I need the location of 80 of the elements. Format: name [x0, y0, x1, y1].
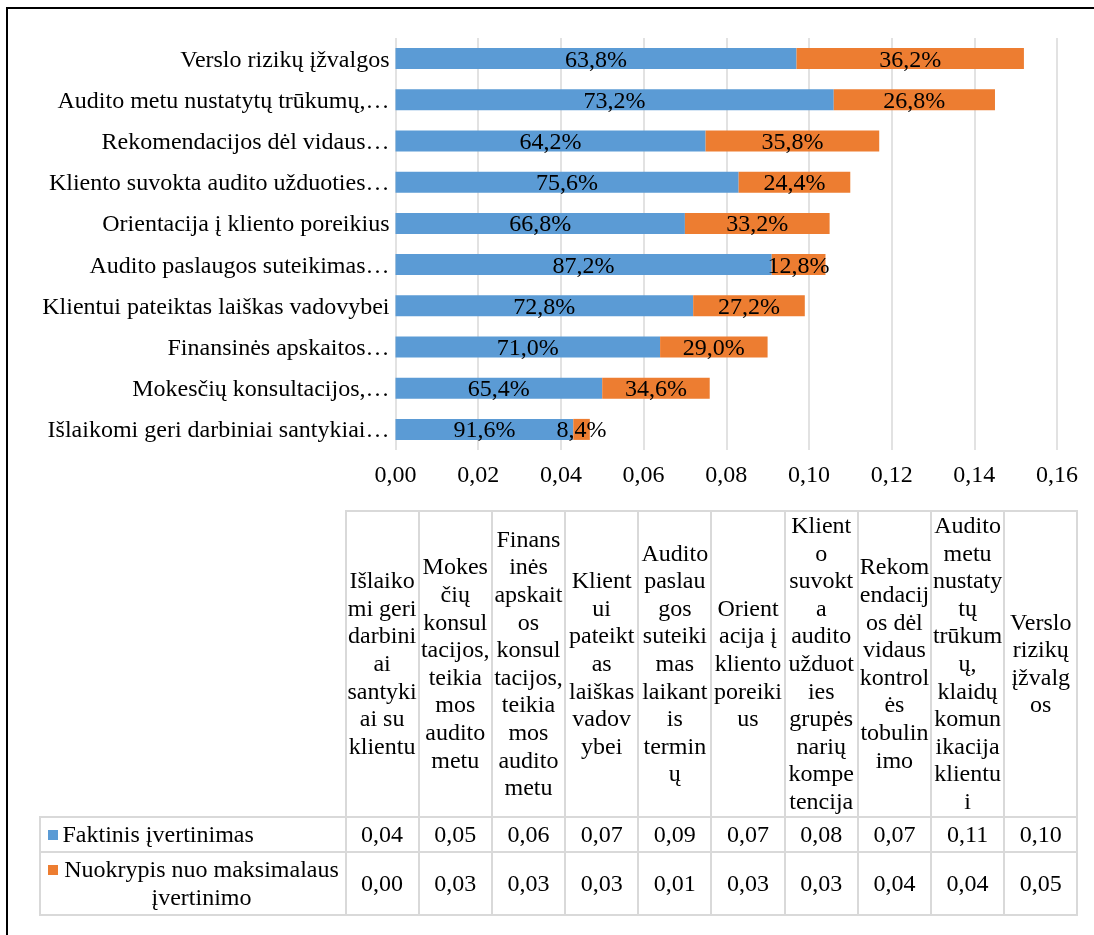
annotation: 87,2% [552, 251, 615, 278]
data-label: 0,03 [491, 852, 566, 916]
x-tick-label: 0,00 [374, 461, 417, 487]
bar [395, 130, 706, 152]
annotation: 29,0% [682, 334, 745, 360]
data-label: 0,03 [784, 852, 858, 916]
data-label: 0,03 [711, 852, 785, 916]
category-label: Finansinės apskaitos konsultacijos, teikiamos audito metu [494, 525, 563, 801]
data-label: 0,00 [345, 852, 419, 916]
annotation: 26,8% [883, 86, 946, 113]
y-tick-label: Faktinis įvertinimas [62, 820, 254, 849]
bar [395, 295, 694, 317]
bar [705, 130, 880, 152]
bar [796, 48, 1024, 70]
bar [395, 89, 834, 111]
annotation: 73,2% [583, 86, 646, 113]
y-tick-label: Rekomendacijos dėl vidaus… [101, 128, 390, 154]
y-tick-label: Orientacija į kliento poreikius [102, 210, 390, 237]
x-tick-label: 0,04 [539, 461, 582, 487]
data-label: 0,06 [491, 816, 566, 853]
bar [395, 48, 797, 70]
annotation: 33,2% [726, 210, 789, 237]
category-label: Audito metu nustatytų trūkumų, klaidų komunikacija klientui [932, 512, 1003, 814]
data-label: 0,08 [784, 816, 858, 853]
data-label: 0,01 [638, 852, 712, 916]
annotation: 34,6% [624, 375, 687, 402]
y-tick-label: Finansinės apskaitos… [167, 334, 390, 360]
y-tick-label: Kliento suvokta audito užduoties… [48, 169, 390, 196]
x-tick-label: Klientui pateiktas laiškas vadovybei [568, 567, 636, 761]
bar [395, 212, 685, 234]
annotation: 71,0% [496, 334, 559, 360]
annotation: 8,4% [556, 416, 607, 443]
data-label: 0,09 [638, 816, 712, 853]
x-tick-label: Verslo rizikų įžvalgos [1009, 608, 1073, 719]
annotation: 66,8% [509, 210, 572, 237]
category-label: Kliento suvokta audito užduoties grupės narių kompetencija [788, 512, 854, 814]
y-tick-label: Audito paslaugos suteikimas… [89, 251, 390, 278]
y-tick-label: Nuokrypis nuo maksimalaus įvertinimo [63, 856, 340, 912]
annotation: 72,8% [513, 292, 576, 319]
x-tick-label: 0,10 [787, 461, 830, 487]
bar [395, 171, 739, 193]
y-tick-label: Išlaikomi geri darbiniai santykiai… [47, 416, 390, 443]
data-label: 0,07 [857, 816, 931, 853]
annotation: 27,2% [717, 292, 780, 319]
data-label: 0,04 [857, 852, 931, 916]
bar [395, 377, 603, 399]
data-label: 0,07 [565, 816, 639, 853]
data-label: 0,10 [1004, 816, 1078, 853]
data-label: 0,03 [418, 852, 492, 916]
x-tick-label: Mokesčių konsultacijos, teikiamos audito metu [420, 553, 491, 775]
x-tick-label: 0,08 [705, 461, 748, 487]
annotation: 24,4% [763, 169, 826, 196]
data-label: 0,07 [711, 816, 785, 853]
x-tick-label: 0,12 [870, 461, 913, 487]
category-label: Audito paslaugos suteikimas laikantis terminų [641, 539, 709, 787]
x-tick-label: 0,14 [953, 461, 996, 487]
data-label: 0,11 [931, 816, 1005, 853]
annotation: 75,6% [536, 169, 599, 196]
bar [395, 336, 661, 358]
y-tick-label: Klientui pateiktas laiškas vadovybei [42, 292, 390, 319]
annotation: 91,6% [453, 416, 516, 443]
data-label: 0,05 [1004, 852, 1078, 916]
x-tick-label: 0,16 [1036, 461, 1078, 487]
annotation: 64,2% [519, 128, 582, 154]
x-tick-label: Orientacija į kliento poreikius [713, 594, 783, 733]
data-label: 0,04 [931, 852, 1005, 916]
data-label: 0,03 [565, 852, 639, 916]
annotation: 63,8% [565, 45, 628, 72]
y-tick-label: Mokesčių konsultacijos,… [132, 375, 390, 402]
annotation: 35,8% [761, 128, 824, 154]
data-label: 0,05 [418, 816, 492, 853]
x-tick-label: Rekomendacijos dėl vidaus kontrolės tobulinimo [859, 553, 930, 775]
y-tick-label: Verslo rizikų įžvalgos [180, 45, 390, 72]
annotation: 65,4% [467, 375, 530, 402]
annotation: 36,2% [879, 45, 942, 72]
x-tick-label: 0,02 [457, 461, 500, 487]
x-tick-label: Išlaikomi geri darbiniai santykiai su klientu [347, 567, 418, 761]
y-tick-label: Audito metu nustatytų trūkumų,… [57, 86, 390, 113]
data-label: 0,04 [345, 816, 419, 853]
x-tick-label: 0,06 [622, 461, 665, 487]
